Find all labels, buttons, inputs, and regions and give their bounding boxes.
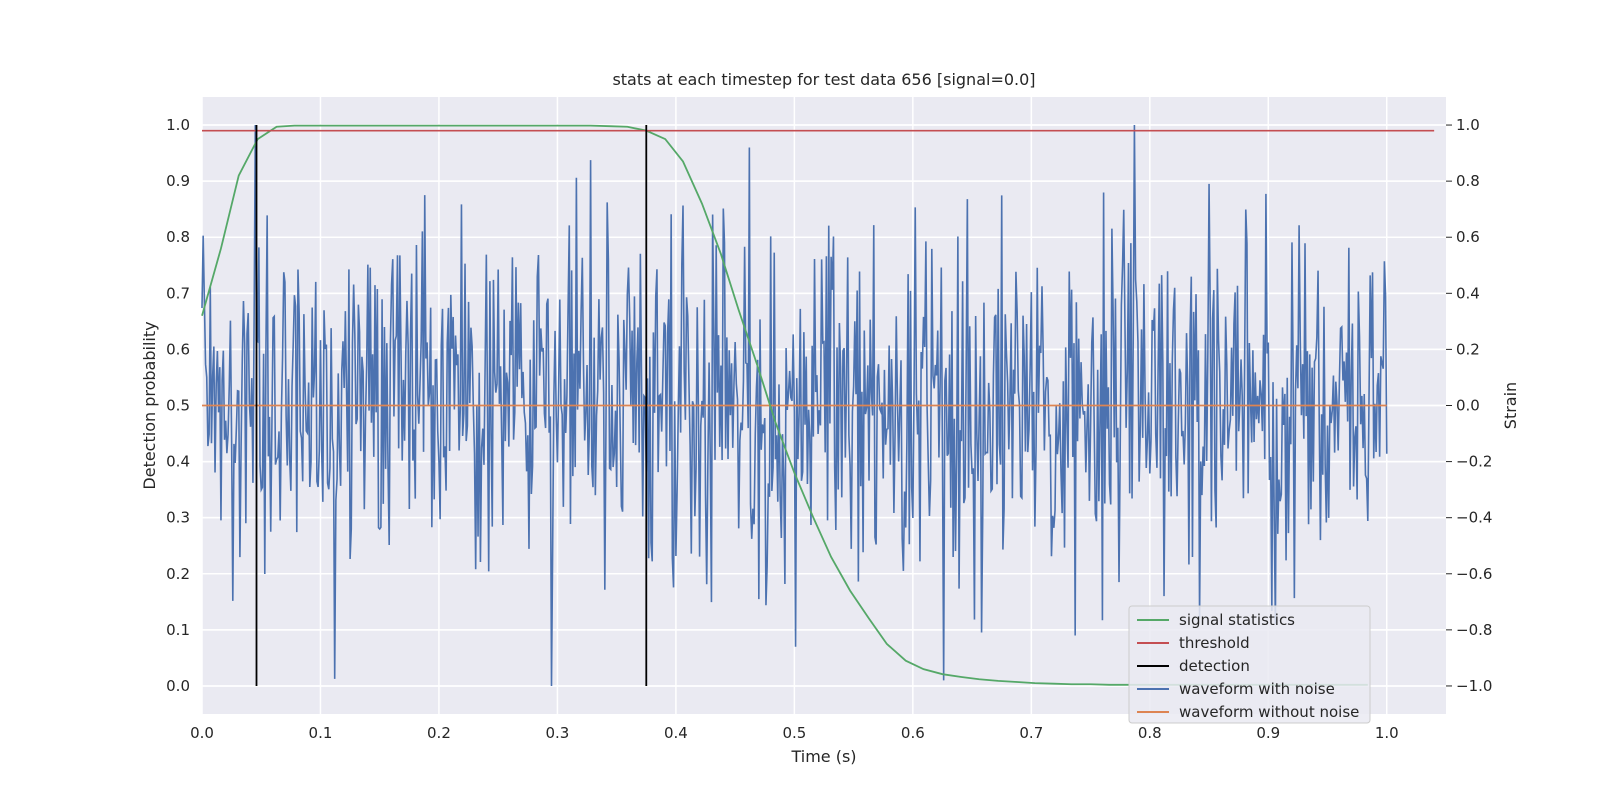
- legend: signal statistics threshold detection wavef…: [1128, 605, 1371, 724]
- chart-title: stats at each timestep for test data 656…: [612, 70, 1035, 89]
- axes: 0.0 0.1 0.2 0.3 0.4 0.5 0.6 0.7 0.8 0.9 1.0 0.0 0.1 0…: [166, 116, 1492, 742]
- legend-box: [1128, 605, 1371, 724]
- x-tick-label: 0.0: [190, 724, 214, 742]
- x-tick-label: 0.9: [1256, 724, 1280, 742]
- y-left-tick-label: 0.5: [166, 397, 190, 415]
- y-left-tick-label: 1.0: [166, 116, 190, 134]
- series-layer: [201, 124, 1435, 686]
- y-left-tick-label: 0.0: [166, 677, 190, 695]
- legend-label: detection: [1179, 657, 1250, 675]
- legend-items: signal statistics threshold detection wavef…: [1137, 611, 1359, 721]
- y-right-tick-label: −0.8: [1456, 621, 1492, 639]
- y-right-tick-label: 0.8: [1456, 172, 1480, 190]
- x-axis-label: Time (s): [790, 747, 856, 766]
- y-left-tick-label: 0.2: [166, 565, 190, 583]
- x-tick-label: 1.0: [1375, 724, 1399, 742]
- y-right-tick-label: −0.2: [1456, 453, 1492, 471]
- y-right-tick-label: −1.0: [1456, 677, 1492, 695]
- y-right-tick-label: 1.0: [1456, 116, 1480, 134]
- x-tick-label: 0.2: [427, 724, 451, 742]
- x-tick-label: 0.4: [664, 724, 688, 742]
- y-right-tick-label: 0.2: [1456, 340, 1480, 358]
- y-left-tick-label: 0.6: [166, 340, 190, 358]
- x-tick-label: 0.1: [309, 724, 333, 742]
- y-right-tick-label: −0.6: [1456, 565, 1492, 583]
- y-right-tick-label: 0.4: [1456, 284, 1480, 302]
- y-right-tick-label: 0.0: [1456, 397, 1480, 415]
- x-tick-label: 0.7: [1019, 724, 1043, 742]
- series-waveform-with-noise: [201, 125, 1388, 686]
- x-tick-label: 0.8: [1138, 724, 1162, 742]
- x-tick-label: 0.3: [545, 724, 569, 742]
- legend-label: waveform without noise: [1179, 703, 1359, 721]
- y-right-tick-label: −0.4: [1456, 509, 1492, 527]
- y-right-axis-label: Strain: [1501, 382, 1520, 429]
- y-left-tick-label: 0.8: [166, 228, 190, 246]
- y-left-tick-label: 0.4: [166, 453, 190, 471]
- y-left-tick-label: 0.1: [166, 621, 190, 639]
- y-left-tick-label: 0.7: [166, 284, 190, 302]
- y-right-tick-label: 0.6: [1456, 228, 1480, 246]
- y-left-axis-label: Detection probability: [140, 321, 159, 489]
- legend-label: waveform with noise: [1179, 680, 1335, 698]
- x-tick-label: 0.5: [782, 724, 806, 742]
- x-tick-label: 0.6: [901, 724, 925, 742]
- y-left-tick-label: 0.3: [166, 509, 190, 527]
- y-left-tick-label: 0.9: [166, 172, 190, 190]
- legend-label: signal statistics: [1179, 611, 1295, 629]
- legend-label: threshold: [1179, 634, 1250, 652]
